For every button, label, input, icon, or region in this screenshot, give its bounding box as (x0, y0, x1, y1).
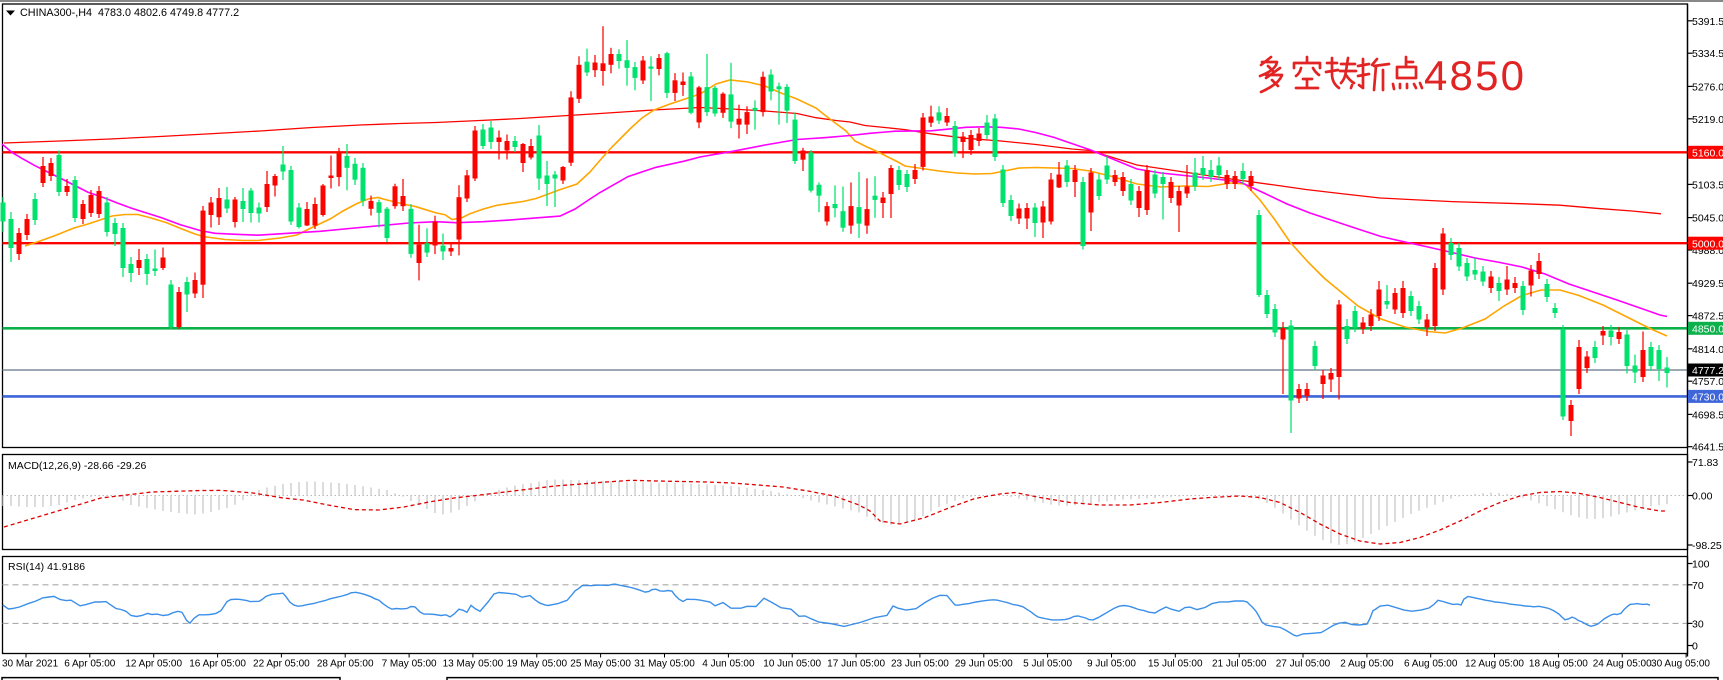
svg-text:CHINA300-,H4 4783.0 4802.6 47: CHINA300-,H4 4783.0 4802.6 4749.8 4777.2 (20, 7, 239, 19)
svg-text:6 Aug 05:00: 6 Aug 05:00 (1404, 659, 1458, 670)
svg-text:29 Jun 05:00: 29 Jun 05:00 (955, 659, 1013, 670)
svg-text:28 Apr 05:00: 28 Apr 05:00 (317, 659, 374, 670)
svg-text:7 May 05:00: 7 May 05:00 (382, 659, 437, 670)
svg-text:4641.5: 4641.5 (1692, 442, 1723, 454)
svg-text:5160.0: 5160.0 (1692, 148, 1723, 160)
svg-text:70: 70 (1692, 580, 1704, 592)
svg-text:19 May 05:00: 19 May 05:00 (506, 659, 567, 670)
svg-text:23 Jun 05:00: 23 Jun 05:00 (891, 659, 949, 670)
svg-text:2 Aug 05:00: 2 Aug 05:00 (1340, 659, 1394, 670)
svg-text:4730.0: 4730.0 (1692, 392, 1723, 404)
svg-text:25 May 05:00: 25 May 05:00 (570, 659, 631, 670)
svg-text:24 Aug 05:00: 24 Aug 05:00 (1593, 659, 1652, 670)
svg-text:RSI(14) 41.9186: RSI(14) 41.9186 (8, 561, 85, 573)
svg-text:4777.2: 4777.2 (1692, 365, 1723, 377)
svg-text:10 Jun 05:00: 10 Jun 05:00 (763, 659, 821, 670)
svg-text:18 Aug 05:00: 18 Aug 05:00 (1529, 659, 1588, 670)
svg-text:9 Jul 05:00: 9 Jul 05:00 (1087, 659, 1136, 670)
svg-text:31 May 05:00: 31 May 05:00 (634, 659, 695, 670)
svg-text:27 Jul 05:00: 27 Jul 05:00 (1276, 659, 1331, 670)
svg-text:22 Apr 05:00: 22 Apr 05:00 (253, 659, 310, 670)
svg-text:6 Apr 05:00: 6 Apr 05:00 (64, 659, 116, 670)
svg-text:17 Jun 05:00: 17 Jun 05:00 (827, 659, 885, 670)
svg-text:21 Jul 05:00: 21 Jul 05:00 (1212, 659, 1267, 670)
svg-text:4814.0: 4814.0 (1692, 344, 1723, 356)
svg-text:5000.0: 5000.0 (1692, 238, 1723, 250)
svg-text:5219.0: 5219.0 (1692, 114, 1723, 126)
svg-text:5276.0: 5276.0 (1692, 81, 1723, 93)
svg-text:5 Jul 05:00: 5 Jul 05:00 (1023, 659, 1072, 670)
svg-text:4 Jun 05:00: 4 Jun 05:00 (702, 659, 755, 670)
svg-text:0.00: 0.00 (1692, 491, 1713, 503)
svg-text:12 Apr 05:00: 12 Apr 05:00 (125, 659, 182, 670)
svg-text:0: 0 (1692, 641, 1698, 653)
svg-text:30 Mar 2021: 30 Mar 2021 (2, 659, 59, 670)
svg-text:5334.5: 5334.5 (1692, 48, 1723, 60)
svg-text:13 May 05:00: 13 May 05:00 (443, 659, 504, 670)
svg-text:16 Apr 05:00: 16 Apr 05:00 (189, 659, 246, 670)
svg-text:5045.0: 5045.0 (1692, 213, 1723, 225)
svg-text:15 Jul 05:00: 15 Jul 05:00 (1148, 659, 1203, 670)
svg-text:71.83: 71.83 (1692, 457, 1718, 469)
svg-text:4872.5: 4872.5 (1692, 311, 1723, 323)
svg-text:4698.5: 4698.5 (1692, 409, 1723, 421)
svg-text:5391.5: 5391.5 (1692, 16, 1723, 28)
svg-text:4850.0: 4850.0 (1692, 324, 1723, 336)
svg-text:12 Aug 05:00: 12 Aug 05:00 (1465, 659, 1524, 670)
svg-text:100: 100 (1692, 559, 1710, 571)
svg-text:MACD(12,26,9) -28.66 -29.26: MACD(12,26,9) -28.66 -29.26 (8, 460, 146, 472)
svg-text:-98.25: -98.25 (1692, 540, 1722, 552)
svg-text:5103.5: 5103.5 (1692, 179, 1723, 191)
svg-text:30: 30 (1692, 618, 1704, 630)
svg-text:4757.0: 4757.0 (1692, 376, 1723, 388)
svg-text:4929.5: 4929.5 (1692, 278, 1723, 290)
svg-text:30 Aug 05:00: 30 Aug 05:00 (1651, 659, 1710, 670)
